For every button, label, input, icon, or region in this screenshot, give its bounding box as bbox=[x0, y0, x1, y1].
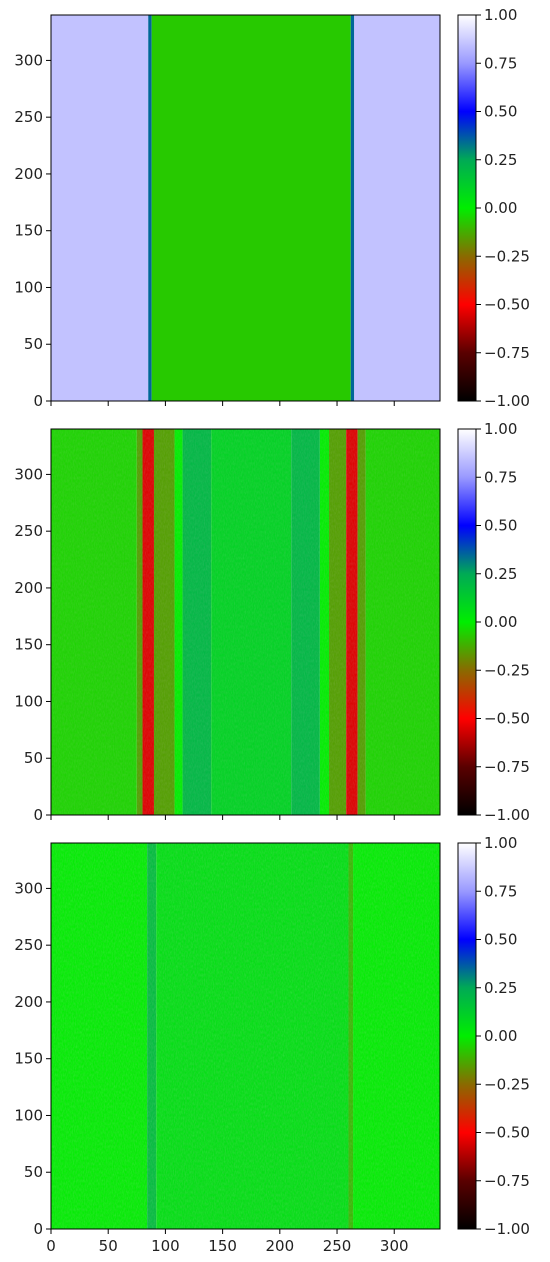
heatmap-image bbox=[51, 429, 440, 815]
colorbar-tick-label: −0.75 bbox=[484, 758, 530, 776]
colorbar-tick-label: −1.00 bbox=[484, 1220, 530, 1238]
y-tick-label: 200 bbox=[14, 165, 43, 183]
colorbar-tick-label: −0.25 bbox=[484, 247, 530, 265]
colorbar-tick-label: 0.25 bbox=[484, 151, 517, 169]
colorbar-tick-label: 0.75 bbox=[484, 882, 517, 900]
y-tick-label: 0 bbox=[33, 392, 43, 410]
y-tick-label: 200 bbox=[14, 993, 43, 1011]
heatmap-region bbox=[151, 15, 351, 401]
colorbar-tick-label: 1.00 bbox=[484, 6, 517, 24]
heatmap-region bbox=[148, 15, 152, 401]
heatmap-region bbox=[350, 15, 355, 401]
colorbar-tick-label: −1.00 bbox=[484, 392, 530, 410]
y-tick-label: 150 bbox=[14, 222, 43, 240]
colorbar-tick-label: −0.75 bbox=[484, 1172, 530, 1190]
heatmap-region bbox=[51, 15, 149, 401]
colorbar-tick-label: 0.75 bbox=[484, 54, 517, 72]
y-tick-label: 100 bbox=[14, 278, 43, 296]
x-tick-label: 300 bbox=[380, 1237, 409, 1255]
colorbar: 1.00 0.75 0.50 0.25 0.00 −0.25 −0.50 −0.75 −1.00 bbox=[457, 6, 530, 410]
heatmap-noise-texture bbox=[51, 843, 440, 1229]
colorbar-tick-label: 0.50 bbox=[484, 103, 517, 121]
colorbar-tick-label: −1.00 bbox=[484, 806, 530, 824]
x-tick-label: 250 bbox=[323, 1237, 352, 1255]
colorbar-tick-label: 1.00 bbox=[484, 420, 517, 438]
y-tick-label: 150 bbox=[14, 636, 43, 654]
middle-heatmap-panel: 0 50 100 150 200 250 300 1.00 0.75 0.50 0.25 0.00 −0… bbox=[14, 420, 530, 824]
colorbar-tick-label: 0.00 bbox=[484, 199, 517, 217]
colorbar-gradient bbox=[457, 14, 477, 402]
colorbar-tick-label: 0.50 bbox=[484, 517, 517, 535]
colorbar-tick-label: −0.50 bbox=[484, 296, 530, 314]
y-tick-label: 150 bbox=[14, 1050, 43, 1068]
y-tick-label: 300 bbox=[14, 465, 43, 483]
y-tick-label: 50 bbox=[24, 335, 43, 353]
heatmap-image bbox=[51, 843, 440, 1229]
colorbar-tick-label: 0.50 bbox=[484, 931, 517, 949]
axes-frame bbox=[50, 428, 441, 816]
x-tick-label: 50 bbox=[99, 1237, 118, 1255]
y-tick-label: 0 bbox=[33, 1220, 43, 1238]
colorbar-tick-label: 0.75 bbox=[484, 468, 517, 486]
y-tick-label: 50 bbox=[24, 1163, 43, 1181]
x-tick-label: 0 bbox=[46, 1237, 56, 1255]
y-tick-label: 250 bbox=[14, 108, 43, 126]
y-tick-label: 250 bbox=[14, 522, 43, 540]
colorbar-tick-label: 1.00 bbox=[484, 834, 517, 852]
y-tick-label: 100 bbox=[14, 692, 43, 710]
y-tick-label: 200 bbox=[14, 579, 43, 597]
axes-frame bbox=[50, 842, 441, 1230]
colorbar-tick-label: −0.75 bbox=[484, 344, 530, 362]
colorbar-tick-label: −0.25 bbox=[484, 1075, 530, 1093]
colorbar: 1.00 0.75 0.50 0.25 0.00 −0.25 −0.50 −0.75 −1.00 bbox=[457, 420, 530, 824]
axes-frame bbox=[50, 14, 441, 402]
bottom-heatmap-panel: 0 50 100 150 200 250 300 0 50 100 150 200 250 300 1.00… bbox=[14, 834, 530, 1255]
colorbar-tick-label: 0.00 bbox=[484, 1027, 517, 1045]
heatmap-noise-texture bbox=[51, 429, 440, 815]
colorbar-tick-label: 0.25 bbox=[484, 565, 517, 583]
colorbar: 1.00 0.75 0.50 0.25 0.00 −0.25 −0.50 −0.75 −1.00 bbox=[457, 834, 530, 1238]
heatmap-region bbox=[354, 15, 440, 401]
y-tick-label: 100 bbox=[14, 1106, 43, 1124]
y-tick-label: 250 bbox=[14, 936, 43, 954]
colorbar-tick-label: −0.25 bbox=[484, 661, 530, 679]
colorbar-tick-label: 0.25 bbox=[484, 979, 517, 997]
heatmap-image bbox=[51, 15, 440, 401]
y-tick-label: 0 bbox=[33, 806, 43, 824]
x-tick-label: 100 bbox=[151, 1237, 180, 1255]
y-tick-label: 300 bbox=[14, 51, 43, 69]
y-tick-label: 50 bbox=[24, 749, 43, 767]
colorbar-tick-label: −0.50 bbox=[484, 710, 530, 728]
colorbar-tick-label: −0.50 bbox=[484, 1124, 530, 1142]
y-tick-label: 300 bbox=[14, 879, 43, 897]
colorbar-gradient bbox=[457, 842, 477, 1230]
top-heatmap-panel: 0 50 100 150 200 250 300 1.00 0.75 0.50 0.25 0.00 −0… bbox=[14, 6, 530, 410]
colorbar-tick-label: 0.00 bbox=[484, 613, 517, 631]
x-tick-label: 150 bbox=[208, 1237, 237, 1255]
x-tick-label: 200 bbox=[266, 1237, 295, 1255]
colorbar-gradient bbox=[457, 428, 477, 816]
